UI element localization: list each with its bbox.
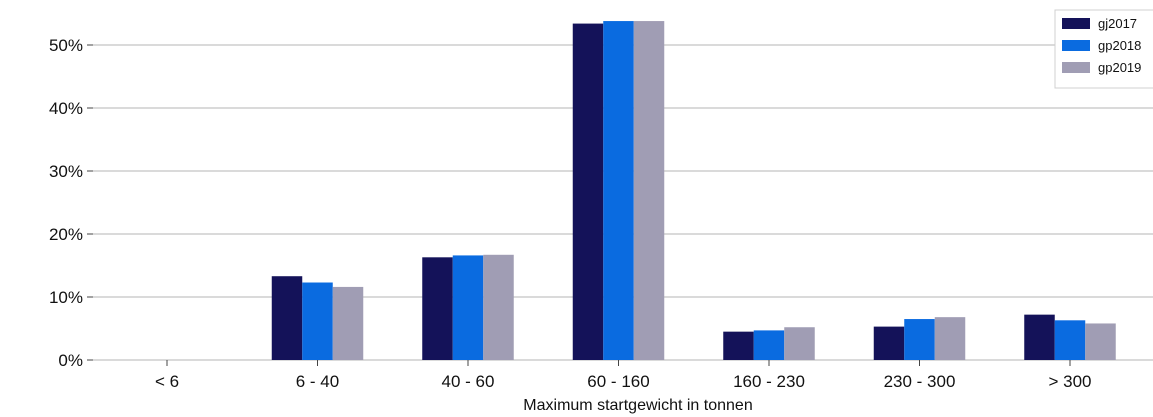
bar-gp2018-6 <box>1055 320 1086 360</box>
bar-gp2019-4 <box>784 327 815 360</box>
x-tick-label-6: > 300 <box>1048 372 1091 391</box>
legend-swatch-gj2017 <box>1062 18 1090 29</box>
y-tick-label-4: 40% <box>49 99 83 118</box>
legend-swatch-gp2019 <box>1062 62 1090 73</box>
bar-gp2019-1 <box>333 287 364 360</box>
bar-gp2018-5 <box>904 319 935 360</box>
bar-gp2019-3 <box>634 21 665 360</box>
x-tick-label-4: 160 - 230 <box>733 372 805 391</box>
bar-gp2018-4 <box>754 330 785 360</box>
bar-gp2018-2 <box>453 255 484 360</box>
y-axis-ticks: 0% 10% 20% 30% 40% 50% <box>49 36 93 370</box>
legend-swatch-gp2018 <box>1062 40 1090 51</box>
x-axis-ticks: < 6 6 - 40 40 - 60 60 - 160 160 - 230 230 - 3… <box>155 360 1092 391</box>
x-tick-label-1: 6 - 40 <box>296 372 339 391</box>
legend-label-gp2019: gp2019 <box>1098 60 1141 75</box>
bar-gp2019-5 <box>935 317 966 360</box>
bar-gj2017-5 <box>874 327 905 360</box>
x-tick-label-3: 60 - 160 <box>587 372 649 391</box>
bar-gp2019-6 <box>1085 323 1116 360</box>
legend: gj2017 gp2018 gp2019 <box>1055 10 1153 88</box>
bar-gj2017-3 <box>573 24 604 360</box>
x-axis-label: Maximum startgewicht in tonnen <box>523 397 752 414</box>
y-tick-label-0: 0% <box>58 351 83 370</box>
bar-gj2017-4 <box>723 332 754 360</box>
x-tick-label-5: 230 - 300 <box>884 372 956 391</box>
legend-label-gj2017: gj2017 <box>1098 16 1137 31</box>
y-tick-label-2: 20% <box>49 225 83 244</box>
bar-gj2017-6 <box>1024 315 1055 360</box>
x-tick-label-2: 40 - 60 <box>442 372 495 391</box>
bar-gp2018-3 <box>603 21 634 360</box>
x-tick-label-0: < 6 <box>155 372 179 391</box>
legend-label-gp2018: gp2018 <box>1098 38 1141 53</box>
bar-gp2019-2 <box>483 255 514 360</box>
bar-gj2017-1 <box>272 276 303 360</box>
y-tick-label-5: 50% <box>49 36 83 55</box>
y-tick-label-1: 10% <box>49 288 83 307</box>
bar-gj2017-2 <box>422 257 453 360</box>
bars <box>272 21 1116 360</box>
bar-gp2018-1 <box>302 283 333 360</box>
y-tick-label-3: 30% <box>49 162 83 181</box>
